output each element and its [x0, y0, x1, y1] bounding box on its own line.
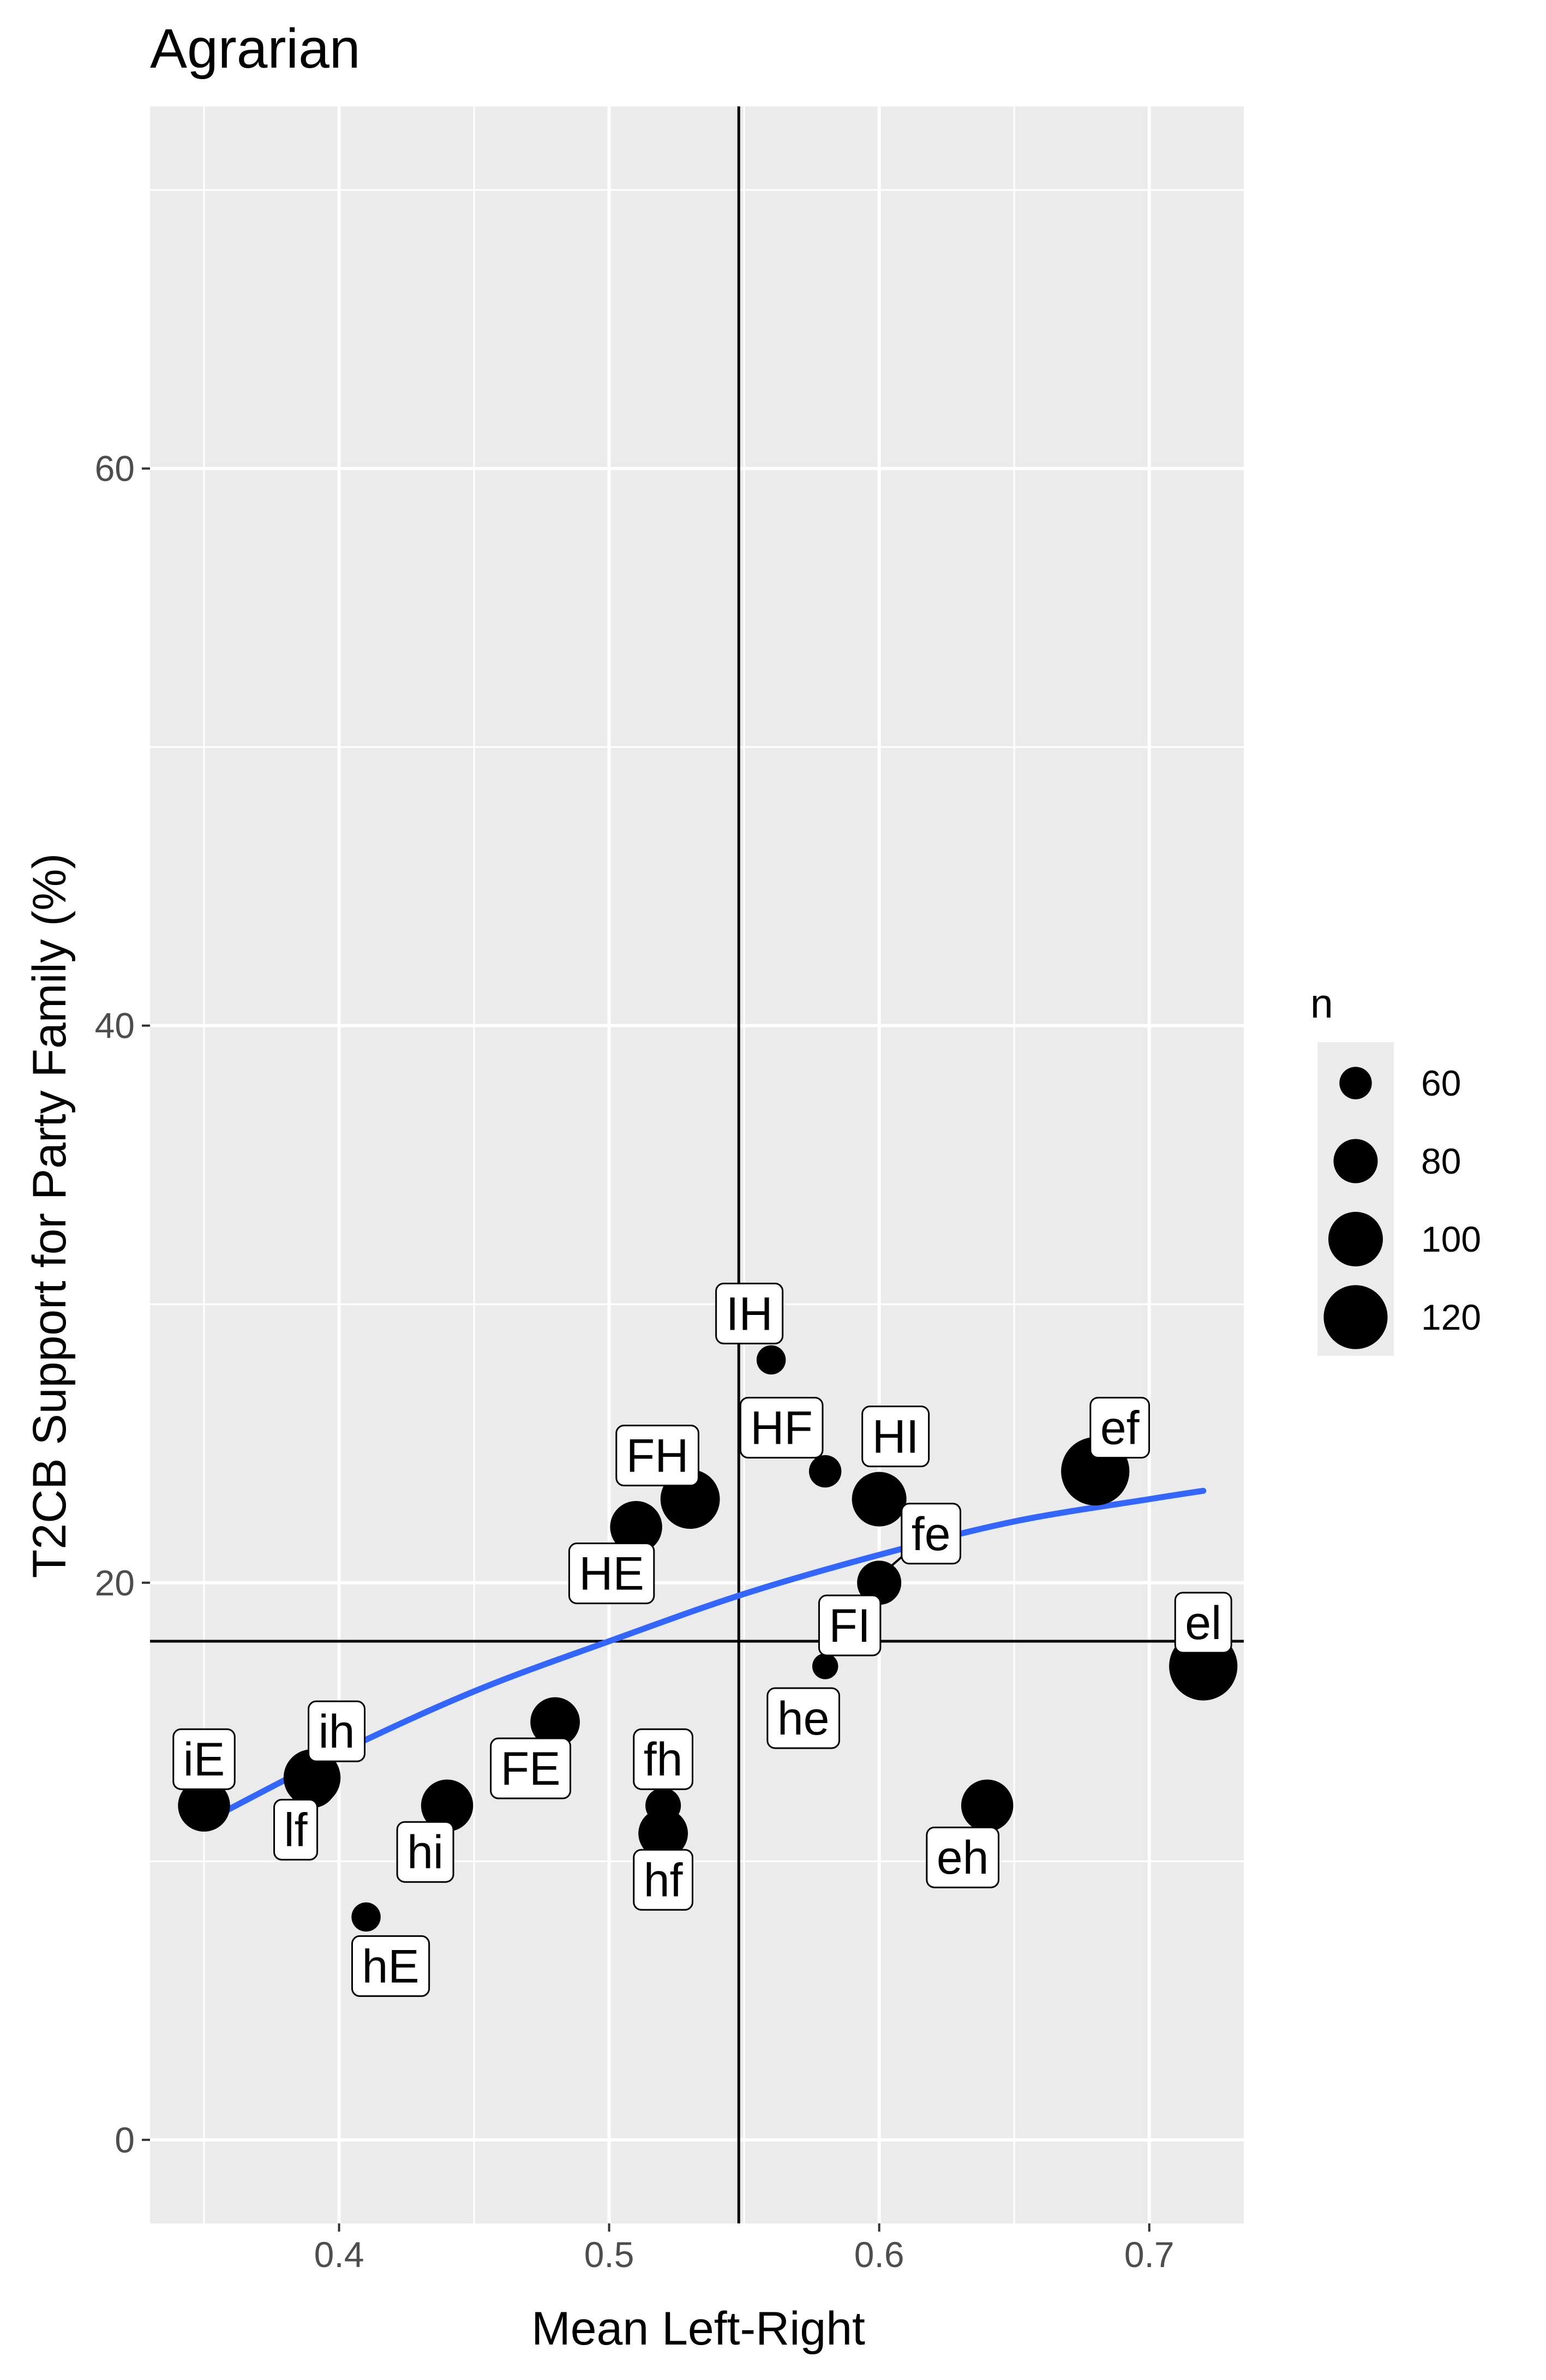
- point-label-fh: fh: [633, 1728, 693, 1790]
- point-label-text: FE: [501, 1743, 561, 1795]
- data-point-IH: [756, 1345, 786, 1375]
- data-point-hi: [421, 1779, 474, 1832]
- x-tick-label: 0.4: [314, 2234, 364, 2275]
- data-point-hf: [638, 1808, 688, 1858]
- legend-key-80: [1333, 1139, 1378, 1183]
- legend-label-80: 80: [1421, 1141, 1461, 1181]
- size-legend: n 60 80 100 120: [1310, 980, 1481, 1356]
- point-label-box: [172, 1728, 236, 1790]
- point-label-text: ef: [1100, 1402, 1140, 1455]
- point-label-text: IH: [726, 1288, 773, 1340]
- data-point-hE: [351, 1902, 381, 1932]
- point-label-HE: HE: [568, 1542, 655, 1605]
- point-label-box: [633, 1728, 693, 1790]
- point-label-box: [1089, 1397, 1150, 1459]
- point-label-box: [633, 1849, 693, 1911]
- y-tick-label: 20: [95, 1563, 135, 1603]
- point-label-FH: FH: [615, 1425, 699, 1487]
- point-label-text: hE: [362, 1940, 419, 1993]
- point-label-text: FH: [626, 1430, 689, 1482]
- point-label-box: [715, 1282, 784, 1344]
- point-label-hE: hE: [351, 1935, 430, 1997]
- point-label-box: [739, 1397, 824, 1459]
- point-label-text: iE: [183, 1733, 225, 1786]
- point-label-box: [308, 1700, 366, 1762]
- legend-key-120: [1323, 1285, 1388, 1349]
- point-label-IH: IH: [715, 1282, 784, 1344]
- chart-title: Agrarian: [150, 17, 361, 80]
- legend-label-100: 100: [1421, 1219, 1481, 1259]
- data-point-HI: [852, 1472, 907, 1527]
- y-tick-label: 0: [115, 2120, 135, 2160]
- y-tick-label: 40: [95, 1006, 135, 1046]
- point-label-lf: lf: [273, 1798, 319, 1861]
- point-label-hf: hf: [633, 1849, 693, 1911]
- point-label-text: he: [777, 1693, 830, 1745]
- point-label-text: HE: [579, 1548, 644, 1600]
- data-point-HE: [610, 1500, 662, 1553]
- point-label-box: [861, 1406, 930, 1468]
- legend-key-100: [1328, 1212, 1383, 1266]
- point-label-FI: FI: [818, 1594, 882, 1657]
- point-label-he: he: [766, 1687, 840, 1749]
- point-label-box: [396, 1821, 454, 1883]
- x-tick-label: 0.7: [1124, 2234, 1175, 2275]
- point-label-text: ih: [319, 1706, 355, 1758]
- legend-title: n: [1310, 980, 1333, 1026]
- point-label-text: hi: [407, 1826, 444, 1879]
- point-label-text: HF: [750, 1402, 813, 1455]
- point-label-text: hf: [644, 1854, 684, 1906]
- smooth-fit-line: [201, 1487, 1207, 1826]
- point-label-FE: FE: [490, 1737, 572, 1799]
- data-point-FE: [530, 1697, 580, 1747]
- x-tick-label: 0.6: [854, 2234, 904, 2275]
- point-label-text: lf: [284, 1804, 308, 1856]
- point-label-HI: HI: [861, 1406, 930, 1468]
- legend-label-60: 60: [1421, 1063, 1461, 1103]
- x-tick-label: 0.5: [584, 2234, 634, 2275]
- data-point-eh: [961, 1779, 1014, 1832]
- point-label-fe: fe: [901, 1503, 962, 1565]
- point-label-text: eh: [937, 1832, 989, 1884]
- point-label-box: [818, 1594, 882, 1657]
- point-label-eh: eh: [926, 1826, 1000, 1888]
- data-point-HF: [808, 1455, 842, 1488]
- data-point-lf: [287, 1758, 337, 1808]
- x-axis-title: Mean Left-Right: [531, 2303, 865, 2355]
- data-point-iE: [178, 1779, 230, 1832]
- y-axis: 0 20 40 60: [95, 449, 150, 2160]
- point-label-box: [351, 1935, 430, 1997]
- point-label-box: [615, 1425, 699, 1487]
- point-label-HF: HF: [739, 1397, 824, 1459]
- panel-background: [150, 106, 1244, 2223]
- point-label-box: [568, 1542, 655, 1605]
- point-label-box: [273, 1798, 319, 1861]
- point-label-text: fe: [912, 1508, 951, 1560]
- point-label-text: FI: [829, 1600, 870, 1652]
- x-axis: 0.4 0.5 0.6 0.7: [314, 2223, 1175, 2275]
- point-label-iE: iE: [172, 1728, 236, 1790]
- point-label-text: el: [1185, 1597, 1221, 1649]
- point-label-box: [1174, 1592, 1232, 1654]
- point-label-ef: ef: [1089, 1397, 1150, 1459]
- point-label-ih: ih: [308, 1700, 366, 1762]
- point-label-box: [766, 1687, 840, 1749]
- point-label-text: fh: [644, 1733, 683, 1786]
- data-point-fe: [857, 1560, 902, 1605]
- point-label-text: HI: [872, 1411, 919, 1463]
- data-point-he: [812, 1653, 838, 1679]
- legend-key-60: [1339, 1067, 1372, 1099]
- point-label-hi: hi: [396, 1821, 454, 1883]
- legend-label-120: 120: [1421, 1297, 1481, 1337]
- point-label-box: [926, 1826, 1000, 1888]
- point-label-box: [490, 1737, 572, 1799]
- point-label-box: [901, 1503, 962, 1565]
- y-tick-label: 60: [95, 449, 135, 489]
- y-axis-title: T2CB Support for Party Family (%): [23, 853, 76, 1578]
- point-label-el: el: [1174, 1592, 1232, 1654]
